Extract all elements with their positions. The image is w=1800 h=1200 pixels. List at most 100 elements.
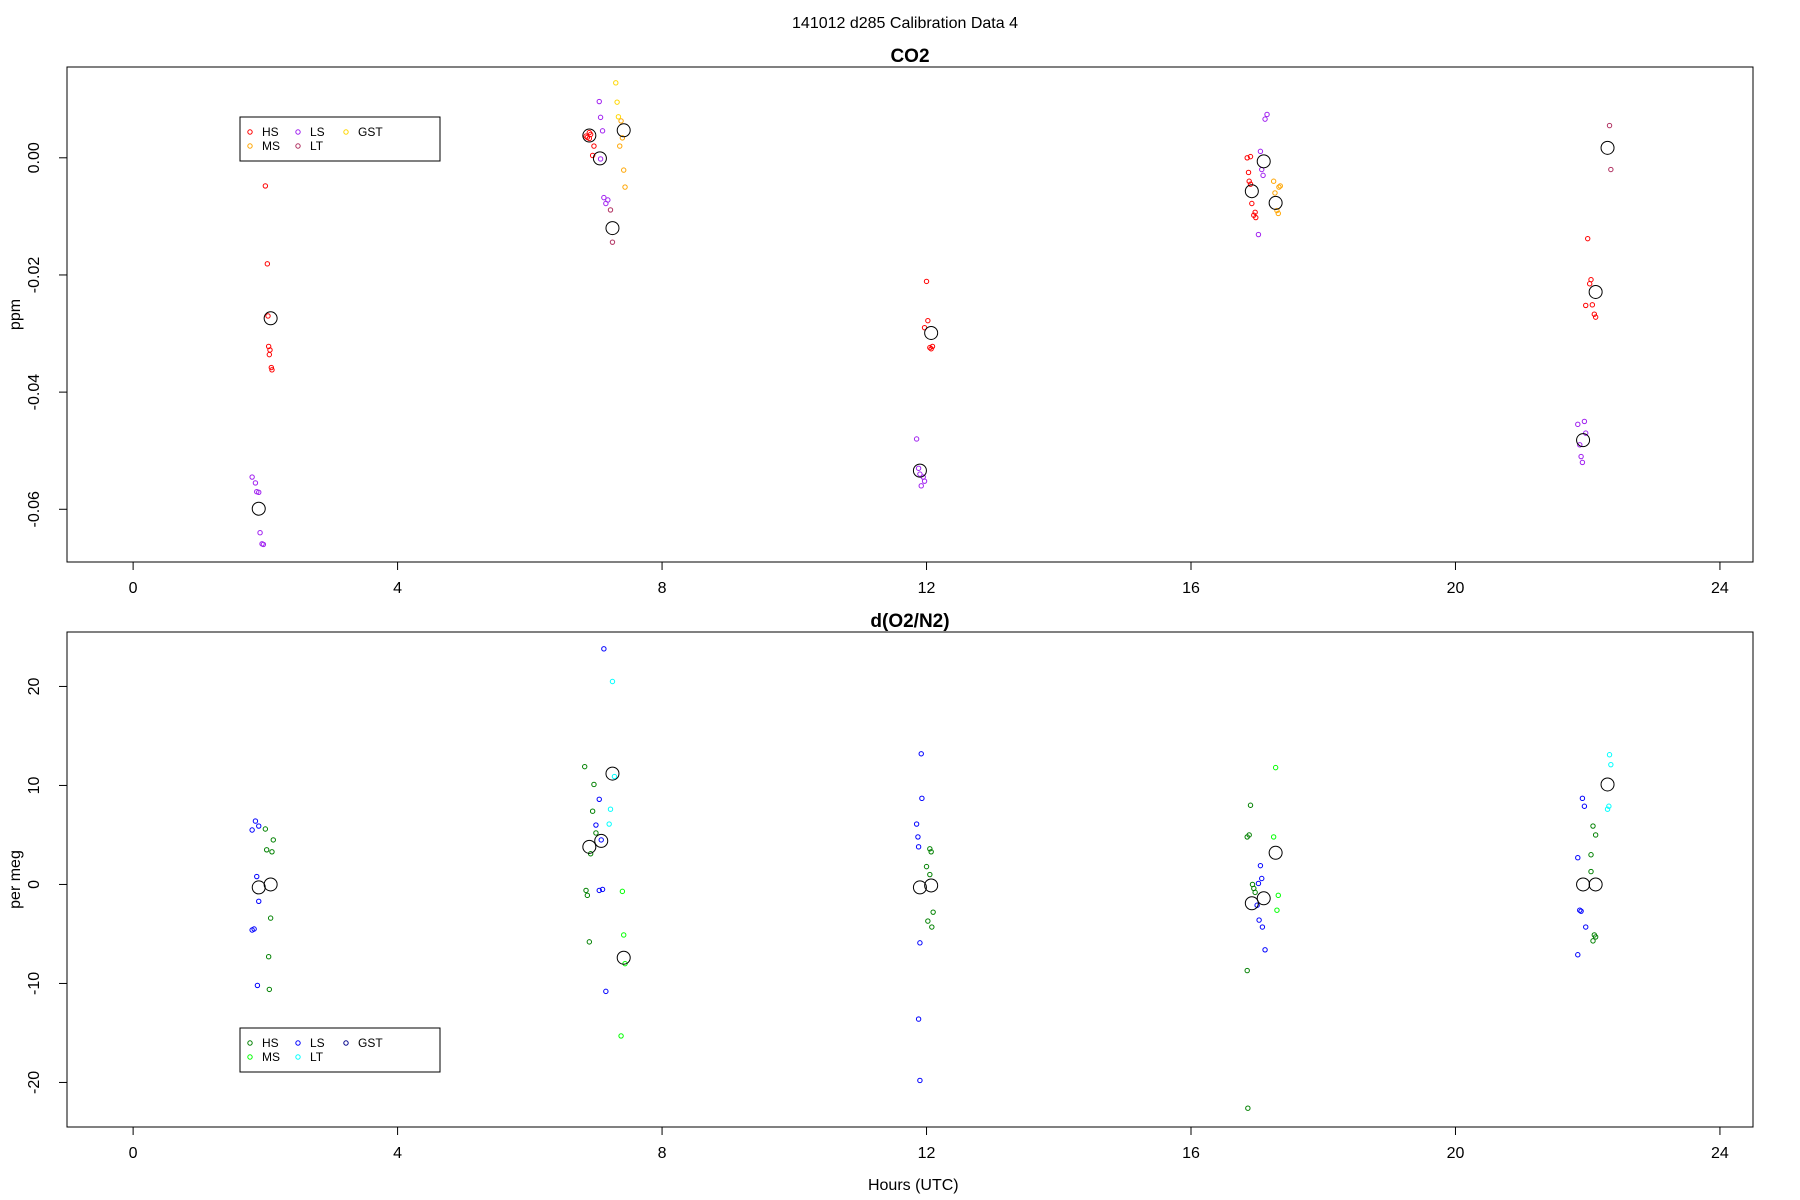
chart-1-point-ls — [1575, 855, 1581, 861]
chart-0-point-ls — [1579, 459, 1586, 466]
chart-0-x-tick-label: 20 — [1447, 580, 1465, 597]
chart-1-x-axis-label: Hours (UTC) — [868, 1177, 959, 1194]
chart-0-point-ls — [918, 483, 924, 489]
chart-1-point-hs — [583, 887, 589, 894]
chart-1-point-ls — [1579, 795, 1586, 802]
chart-0-point-gst — [614, 99, 620, 105]
chart-1-point-ls — [918, 751, 924, 757]
chart-1-y-tick-label: -20 — [26, 1071, 43, 1094]
chart-1-mean-point — [605, 766, 620, 781]
chart-0-point-hs — [269, 367, 275, 373]
chart-1-mean-point — [1576, 877, 1591, 892]
chart-0-point-ms — [1272, 190, 1278, 196]
chart-1-point-hs — [582, 763, 588, 770]
chart-1-point-lt — [1606, 752, 1613, 758]
chart-1-point-ls — [1256, 917, 1262, 923]
chart-1-point-lt — [607, 806, 614, 812]
chart-0-point-lt — [607, 207, 614, 213]
chart-0-point-hs — [1585, 235, 1591, 242]
chart-1-y-tick-label: 20 — [26, 677, 43, 695]
chart-0-point-hs — [1591, 311, 1598, 317]
chart-1-point-ls — [254, 873, 260, 880]
chart-0-point-ls — [1260, 172, 1266, 179]
chart-1-legend-marker — [343, 1040, 349, 1046]
chart-1-point-ls — [1259, 924, 1266, 930]
chart-1-x-tick-label: 16 — [1182, 1145, 1200, 1162]
chart-0-mean-point — [263, 311, 278, 326]
chart-1-point-ls — [596, 796, 602, 803]
chart-0-point-hs — [1588, 276, 1594, 283]
chart-0-point-hs — [923, 278, 930, 285]
chart-1-y-tick-label: 10 — [26, 776, 43, 794]
chart-1-mean-point — [924, 878, 939, 893]
chart-0-legend-marker — [295, 143, 301, 149]
chart-1-point-ms — [1274, 907, 1280, 913]
chart-1-point-hs — [1247, 802, 1254, 808]
chart-1-title: d(O2/N2) — [870, 611, 949, 632]
chart-1-point-ls — [917, 940, 923, 946]
chart-1-point-ls — [254, 982, 261, 989]
chart-1-mean-point — [1268, 845, 1283, 860]
chart-1-mean-point — [1600, 777, 1615, 792]
chart-0-point-ls — [1575, 421, 1581, 428]
chart-0-legend-label: GST — [358, 125, 383, 139]
chart-0-point-ms — [617, 143, 623, 149]
chart-0-legend-marker — [295, 129, 301, 135]
chart-1-legend-label: HS — [262, 1036, 279, 1050]
chart-1-point-ls — [599, 886, 606, 893]
chart-0-point-ls — [1577, 442, 1583, 448]
chart-1-legend-label: LT — [310, 1050, 324, 1064]
chart-0-point-hs — [1244, 155, 1250, 161]
chart-1-legend-label: LS — [310, 1036, 325, 1050]
chart-1-mean-point — [1244, 896, 1259, 911]
chart-0-point-ms — [622, 184, 628, 190]
chart-0-mean-point — [1588, 284, 1603, 299]
chart-1-point-ls — [1583, 924, 1589, 930]
chart-0-point-ls — [1257, 148, 1264, 155]
chart-0-legend-marker — [247, 129, 253, 135]
chart-1-point-ls — [915, 834, 921, 840]
chart-1-point-hs — [925, 918, 931, 924]
chart-1-point-hs — [1590, 823, 1596, 829]
chart-0-point-hs — [1589, 302, 1596, 308]
chart-0-point-ls — [921, 478, 928, 484]
chart-0-point-hs — [927, 344, 933, 351]
chart-1-mean-point — [1588, 877, 1603, 892]
chart-0-mean-point — [251, 501, 266, 516]
chart-0-point-ls — [252, 480, 259, 486]
chart-0-mean-point — [1256, 154, 1271, 169]
chart-1-point-hs — [927, 871, 933, 878]
chart-0-point-ls — [915, 465, 922, 471]
chart-0-point-hs — [586, 135, 593, 142]
chart-0-point-hs — [589, 152, 596, 159]
chart-1-point-ms — [618, 1033, 624, 1039]
chart-0-y-tick-label: -0.04 — [26, 374, 43, 411]
chart-1-point-ms — [621, 932, 627, 938]
chart-1-point-ls — [1578, 908, 1584, 914]
chart-1-point-hs — [266, 986, 273, 993]
chart-0-legend-label: LT — [310, 139, 324, 153]
chart-0-point-ms — [1270, 178, 1277, 184]
chart-0-point-hs — [1253, 214, 1259, 221]
chart-1-mean-point — [1256, 891, 1271, 906]
chart-1-point-hs — [270, 837, 276, 843]
chart-1-point-ls — [1575, 952, 1581, 958]
chart-1-x-tick-label: 4 — [393, 1145, 402, 1162]
chart-1-point-hs — [262, 826, 269, 832]
chart-0-point-ms — [621, 167, 627, 173]
chart-1-point-hs — [1588, 868, 1594, 875]
chart-1-point-ls — [919, 795, 925, 802]
chart-0-point-hs — [925, 317, 931, 324]
chart-1-point-ms — [619, 888, 626, 895]
chart-1-point-lt — [611, 773, 618, 780]
chart-1-point-ls — [1255, 880, 1262, 887]
chart-0-point-hs — [264, 261, 271, 267]
chart-0-point-hs — [262, 183, 269, 189]
chart-1-point-ls — [252, 818, 259, 824]
chart-0-point-hs — [1247, 181, 1254, 187]
chart-0-legend-box — [239, 116, 441, 162]
chart-0-point-ls — [601, 194, 607, 201]
chart-0-mean-point — [1576, 433, 1591, 448]
chart-0-point-lt — [609, 239, 616, 245]
